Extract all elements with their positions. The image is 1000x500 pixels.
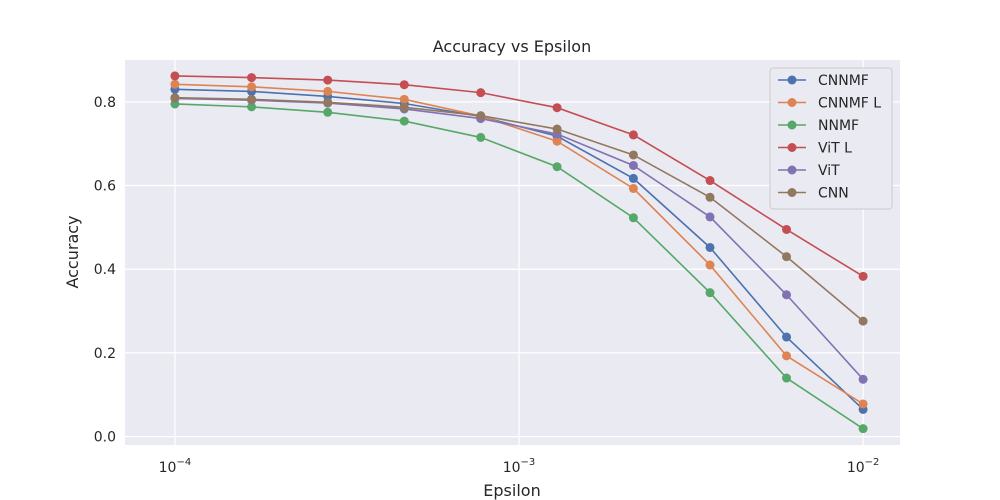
data-point-vit [705,212,715,222]
data-point-cnn [399,102,409,112]
data-point-cnnmf-l [323,86,333,96]
legend-label: ViT [818,163,840,179]
legend-marker [787,188,797,197]
data-point-nnmf [399,116,409,126]
data-point-cnn [476,111,486,121]
legend-marker [787,120,797,130]
data-point-cnnmf-l [399,94,409,104]
series-line-cnnmf-l [174,83,864,405]
axis-ticks: 0.0 0.2 0.4 0.6 0.8 10−4 10−3 10−2 [94,95,880,476]
series-layer [170,71,868,434]
series-line-vit-l [174,75,864,278]
data-point-cnn [628,150,638,160]
data-point-cnn [170,93,180,103]
data-point-vit [782,290,792,300]
data-point-cnnmf [705,242,715,252]
data-point-vit-l [170,71,180,81]
chart-title: Accuracy vs Epsilon [433,37,591,56]
series-nnmf [170,99,868,434]
x-axis-label: Epsilon [483,481,540,500]
legend-marker [787,75,797,85]
data-point-vit-l [399,80,409,90]
data-point-cnnmf-l [782,351,792,361]
data-point-cnn [552,124,562,134]
series-vit-l [170,71,868,281]
data-point-cnn [247,94,257,104]
data-point-cnn [323,97,333,107]
data-point-nnmf [552,162,562,172]
data-point-nnmf [247,102,257,112]
data-point-vit-l [552,103,562,113]
legend-label: CNNMF L [818,96,881,112]
series-line-cnn [174,96,864,322]
x-tick-label: 10−3 [503,457,536,476]
data-point-vit [628,160,638,170]
data-point-nnmf [705,288,715,298]
data-point-cnnmf [628,173,638,183]
y-tick-label: 0.4 [94,262,116,278]
data-point-cnn [858,316,868,326]
series-line-nnmf [174,103,864,430]
data-point-cnnmf-l [705,260,715,270]
legend-label: CNNMF [818,73,869,89]
data-point-cnnmf-l [170,79,180,89]
x-tick-label: 10−2 [847,457,880,476]
legend-item-nnmf: NNMF [778,118,859,134]
data-point-nnmf [323,107,333,117]
data-point-vit-l [476,88,486,98]
legend-item-cnnmf-l: CNNMF L [778,96,881,112]
data-point-cnnmf-l [552,136,562,146]
legend-label: CNN [818,186,849,202]
legend-item-cnn: CNN [778,186,849,202]
data-point-cnn [782,252,792,262]
data-point-cnnmf-l [628,183,638,193]
data-point-cnnmf [782,332,792,342]
y-tick-label: 0.6 [94,179,116,195]
x-tick-label: 10−4 [159,457,192,476]
series-cnn [170,93,868,326]
legend-label: ViT L [818,141,852,157]
legend-marker [787,165,797,175]
data-point-cnnmf-l [247,82,257,92]
data-point-vit-l [323,75,333,85]
y-axis-label: Accuracy [63,215,82,288]
data-point-nnmf [782,373,792,383]
legend-item-cnnmf: CNNMF [778,73,869,89]
legend: CNNMF CNNMF L NNMF ViT L ViT CNN [769,67,893,210]
data-point-vit-l [705,176,715,186]
y-tick-label: 0.8 [94,95,116,111]
data-point-cnn [705,192,715,202]
legend-marker [787,98,797,107]
data-point-nnmf [628,213,638,223]
data-point-vit-l [858,271,868,281]
y-tick-label: 0.0 [94,430,116,446]
data-point-nnmf [476,132,486,142]
y-tick-label: 0.2 [94,346,116,362]
legend-item-vit-l: ViT L [778,141,852,157]
data-point-vit-l [247,73,257,83]
legend-label: NNMF [818,118,859,134]
legend-item-vit: ViT [778,163,840,179]
data-point-vit-l [628,130,638,140]
data-point-nnmf [858,424,868,434]
legend-marker [787,143,797,152]
series-line-vit [174,97,864,380]
data-point-vit-l [782,224,792,234]
data-point-vit [858,374,868,384]
data-point-cnnmf-l [858,399,868,409]
